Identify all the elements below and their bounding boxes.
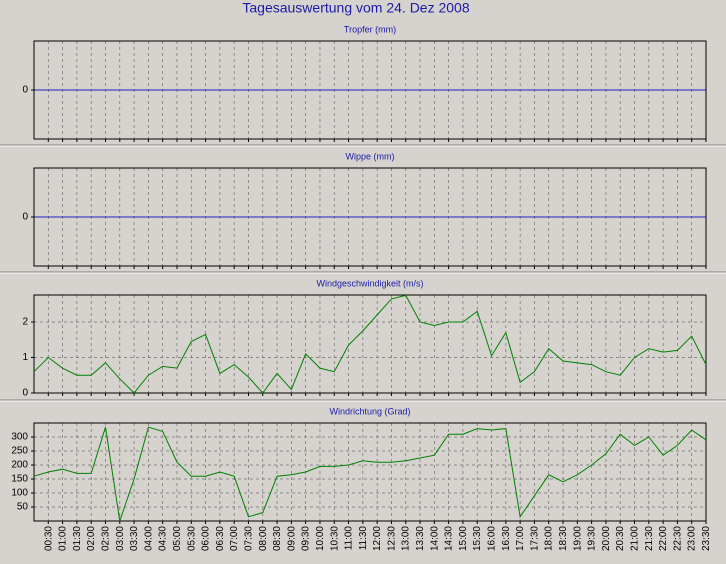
y-tick-label: 100	[11, 488, 28, 499]
y-tick-label: 0	[22, 85, 28, 96]
x-tick-label: 17:30	[529, 526, 540, 551]
x-tick-label: 12:00	[372, 526, 383, 551]
x-tick-label: 14:30	[444, 526, 455, 551]
x-tick-label: 09:30	[301, 526, 312, 551]
panel-title: Tropfer (mm)	[344, 24, 396, 34]
x-tick-label: 10:30	[329, 526, 340, 551]
x-tick-label: 21:00	[630, 526, 641, 551]
panel-title: Wippe (mm)	[346, 151, 395, 161]
x-tick-label: 17:00	[515, 526, 526, 551]
x-tick-label: 00:30	[43, 526, 54, 551]
x-tick-label: 15:00	[458, 526, 469, 551]
y-tick-label: 1	[22, 352, 28, 363]
x-tick-label: 08:00	[258, 526, 269, 551]
x-tick-label: 23:30	[701, 526, 712, 551]
x-tick-label: 07:00	[229, 526, 240, 551]
x-tick-label: 01:30	[72, 526, 83, 551]
x-tick-label: 20:30	[615, 526, 626, 551]
x-tick-label: 18:30	[558, 526, 569, 551]
x-tick-label: 05:00	[172, 526, 183, 551]
y-tick-label: 200	[11, 460, 28, 471]
x-tick-label: 06:00	[201, 526, 212, 551]
x-tick-label: 04:00	[143, 526, 154, 551]
x-tick-label: 13:00	[401, 526, 412, 551]
x-tick-label: 04:30	[158, 526, 169, 551]
x-tick-label: 02:30	[100, 526, 111, 551]
x-tick-label: 19:00	[572, 526, 583, 551]
x-tick-label: 12:30	[386, 526, 397, 551]
x-tick-label: 21:30	[644, 526, 655, 551]
panel-title: Windrichtung (Grad)	[329, 406, 410, 416]
x-tick-label: 05:30	[186, 526, 197, 551]
plot-frame	[33, 422, 707, 522]
x-tick-label: 11:00	[344, 526, 355, 551]
y-tick-label: 150	[11, 474, 28, 485]
x-tick-label: 23:00	[687, 526, 698, 551]
page-title: Tagesauswertung vom 24. Dez 2008	[242, 0, 469, 16]
y-tick-label: 2	[22, 317, 28, 328]
x-tick-label: 22:00	[658, 526, 669, 551]
line-series	[33, 426, 707, 522]
x-tick-label: 09:00	[286, 526, 297, 551]
x-tick-label: 03:00	[115, 526, 126, 551]
x-tick-label: 03:30	[129, 526, 140, 551]
panel-title: Windgeschwindigkeit (m/s)	[316, 278, 423, 288]
x-tick-label: 16:00	[487, 526, 498, 551]
x-tick-label: 13:30	[415, 526, 426, 551]
line-series	[33, 294, 707, 394]
y-tick-label: 300	[11, 432, 28, 443]
plot-frame	[33, 294, 707, 394]
x-tick-label: 08:30	[272, 526, 283, 551]
x-tick-label: 11:30	[358, 526, 369, 551]
x-tick-label: 01:00	[58, 526, 69, 551]
x-tick-label: 07:30	[243, 526, 254, 551]
y-tick-label: 0	[22, 212, 28, 223]
x-tick-label: 10:00	[315, 526, 326, 551]
plot-frame	[33, 40, 707, 140]
x-tick-label: 16:30	[501, 526, 512, 551]
x-tick-label: 06:30	[215, 526, 226, 551]
x-tick-label: 02:00	[86, 526, 97, 551]
x-tick-label: 18:00	[544, 526, 555, 551]
y-tick-label: 0	[22, 388, 28, 399]
x-tick-label: 15:30	[472, 526, 483, 551]
x-tick-label: 22:30	[672, 526, 683, 551]
plot-frame	[33, 167, 707, 267]
x-tick-label: 14:00	[429, 526, 440, 551]
y-tick-label: 250	[11, 446, 28, 457]
y-tick-label: 50	[17, 502, 29, 513]
x-tick-label: 20:00	[601, 526, 612, 551]
x-tick-label: 19:30	[587, 526, 598, 551]
